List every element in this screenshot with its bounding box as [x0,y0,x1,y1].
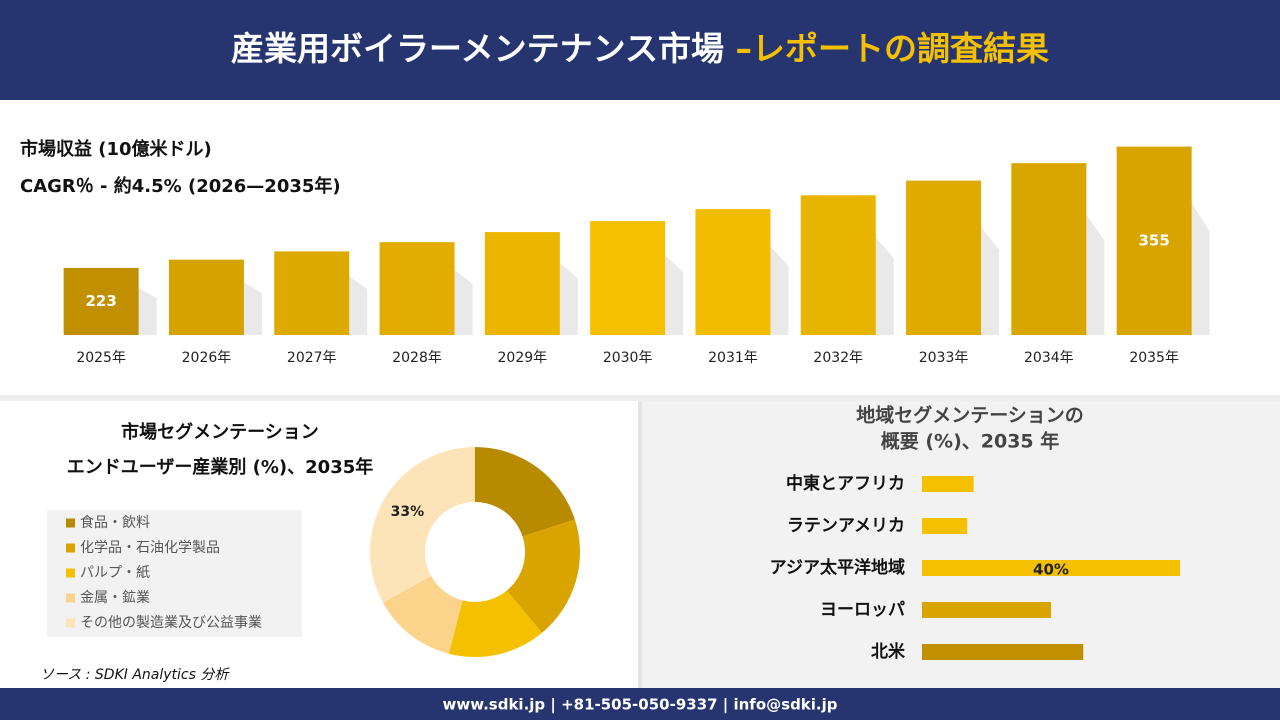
panel-divider [638,401,642,688]
bar [63,267,139,335]
donut-subtitle: エンドユーザー産業別 (%)、2035年 [67,456,374,478]
chart-subtitle: CAGR％ - 約4.5% (2026—2035年) [20,175,341,197]
value-label: 40% [1033,561,1069,579]
divider [0,395,1280,401]
x-tick-label: 2035年 [1129,350,1179,366]
footer-bar [0,688,1280,720]
bar-shadow [349,276,368,335]
donut-title: 市場セグメンテーション [121,421,319,443]
y-tick-label: 中東とアフリカ [786,473,905,494]
bar-shadow [875,237,894,335]
value-label: 223 [85,292,116,310]
bar-shadow [770,246,789,335]
bar [590,221,666,335]
bar [695,209,771,335]
x-tick-label: 2029年 [498,350,548,366]
region-title: 地域セグメンテーションの [856,404,1084,427]
legend-swatch [66,618,75,628]
footer: www.sdki.jp | +81-505-050-9337 | info@sd… [442,696,837,715]
bar-shadow [1191,203,1210,335]
x-tick-label: 2033年 [919,350,969,366]
y-tick-label: ヨーロッパ [820,600,905,620]
header-title: 産業用ボイラーメンテナンス市場 –レポートの調査結果 [231,29,1049,68]
bar-shadow [243,282,262,335]
donut-segment [448,590,542,657]
legend-label: パルプ・紙 [80,565,150,581]
x-tick-label: 2032年 [813,350,863,366]
value-label: 33% [391,504,425,520]
bar [906,180,982,335]
legend-swatch [66,543,75,553]
x-tick-label: 2026年 [182,350,232,366]
x-tick-label: 2031年 [708,350,758,366]
y-tick-label: アジア太平洋地域 [770,557,905,578]
bar-shadow [1086,214,1105,335]
legend-label: 化学品・石油化学製品 [80,540,220,556]
donut-segment [506,519,581,633]
legend-label: 金属・鉱業 [80,589,150,606]
bar [922,602,1051,618]
x-tick-label: 2034年 [1024,350,1074,366]
right-panel [642,401,1280,688]
region-subtitle: 概要 (%)、2035 年 [881,430,1060,453]
x-tick-label: 2030年 [603,350,653,366]
bar [168,259,244,335]
bar [922,518,968,534]
title-accent: –レポートの調査結果 [736,29,1050,68]
bar [922,476,974,492]
legend-swatch [66,518,75,528]
legend-label: 食品・飲料 [80,514,150,531]
bar-shadow [981,226,1000,335]
chart-title: 市場収益 (10億米ドル) [20,138,212,160]
bar [922,644,1084,660]
y-tick-label: 北米 [871,641,906,662]
bar [484,232,560,335]
y-tick-label: ラテンアメリカ [787,516,905,536]
bar-shadow [454,270,473,335]
donut-segment [370,447,475,603]
legend-swatch [66,568,75,578]
legend-box [47,510,302,637]
donut-segment [475,447,575,537]
bar [1011,163,1087,335]
bar-shadow [138,288,157,335]
legend-label: その他の製造業及び公益事業 [80,615,262,631]
value-label: 355 [1138,231,1169,249]
header-bar [0,0,1280,100]
bar [800,195,876,335]
bar [1116,146,1192,335]
bar [922,560,1180,576]
x-tick-label: 2028年 [392,350,442,366]
bar [274,251,350,335]
legend-swatch [66,593,75,603]
donut-segment [382,576,463,654]
bar-shadow [559,262,578,335]
source: ソース : SDKI Analytics 分析 [40,667,230,683]
x-tick-label: 2027年 [287,350,337,366]
bar [379,242,455,335]
title-main: 産業用ボイラーメンテナンス市場 [231,29,736,68]
x-tick-label: 2025年 [76,350,126,366]
bar-shadow [665,255,684,335]
